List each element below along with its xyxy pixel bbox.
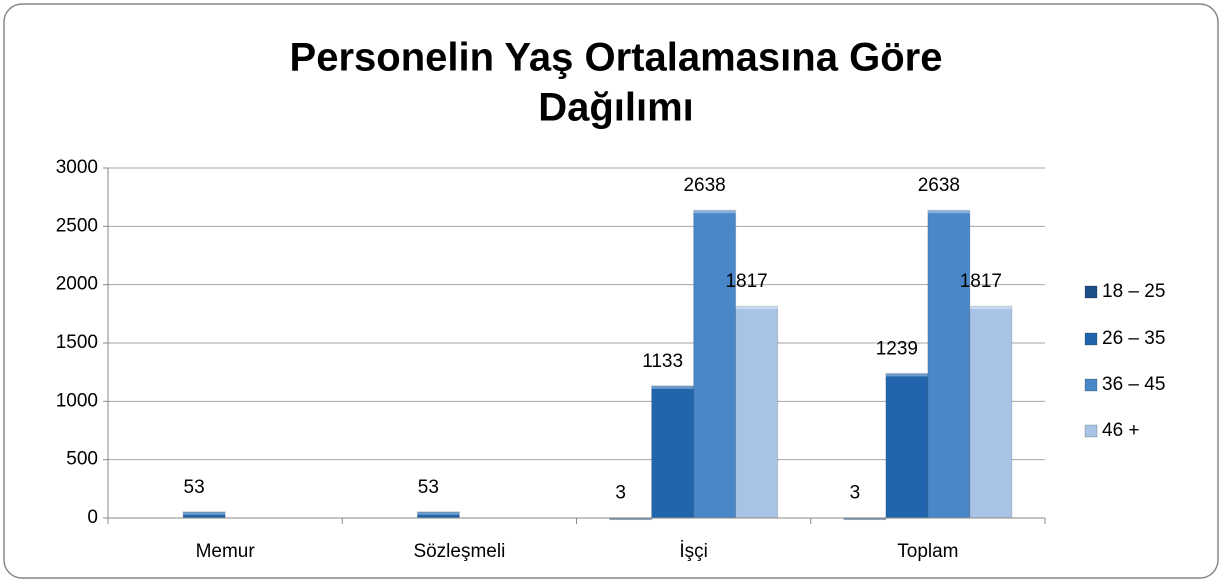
legend-label: 26 – 35 <box>1102 328 1165 349</box>
x-tick-label: Memur <box>196 541 256 562</box>
legend-label: 46 + <box>1102 420 1140 441</box>
bar-top <box>885 372 928 377</box>
bar-top <box>417 510 460 515</box>
x-tick-label: Sözleşmeli <box>413 541 505 562</box>
data-label: 1817 <box>725 271 767 292</box>
data-label: 53 <box>418 477 439 498</box>
data-label: 1239 <box>876 338 918 359</box>
bar <box>651 385 695 519</box>
data-label: 53 <box>184 477 205 498</box>
legend-swatch <box>1084 332 1098 346</box>
bar <box>927 209 971 519</box>
bar-top <box>693 209 736 214</box>
y-tick-label: 500 <box>66 449 98 470</box>
bar <box>969 305 1013 519</box>
x-tick-label: Toplam <box>897 541 958 562</box>
bar <box>885 372 929 519</box>
data-label: 2638 <box>918 175 960 196</box>
y-tick-label: 1000 <box>56 390 98 411</box>
legend-swatch <box>1084 378 1098 392</box>
bar <box>735 305 779 519</box>
y-tick-label: 3000 <box>56 157 98 178</box>
legend-swatch <box>1084 424 1098 438</box>
data-label: 1817 <box>960 271 1002 292</box>
bar-top <box>843 516 886 521</box>
legend-swatch <box>1084 285 1098 299</box>
bar-top <box>735 305 778 310</box>
data-label: 3 <box>615 483 626 504</box>
chart-title: Personelin Yaş Ortalamasına Göre <box>290 36 943 80</box>
bar-top <box>651 384 694 389</box>
data-label: 3 <box>850 483 861 504</box>
y-tick-label: 1500 <box>56 332 98 353</box>
y-tick-label: 2000 <box>56 274 98 295</box>
bar-top <box>183 510 226 515</box>
bar-top <box>969 305 1012 310</box>
legend-label: 36 – 45 <box>1102 374 1165 395</box>
y-tick-label: 0 <box>87 507 98 528</box>
chart-title: Dağılımı <box>538 86 694 130</box>
data-label: 1133 <box>642 351 683 372</box>
legend-label: 18 – 25 <box>1102 281 1165 302</box>
y-tick-label: 2500 <box>56 215 98 236</box>
data-label: 2638 <box>683 175 725 196</box>
bar-top <box>609 516 652 521</box>
bar <box>693 209 737 519</box>
x-tick-label: İşçi <box>679 541 708 562</box>
bar-top <box>927 209 970 214</box>
